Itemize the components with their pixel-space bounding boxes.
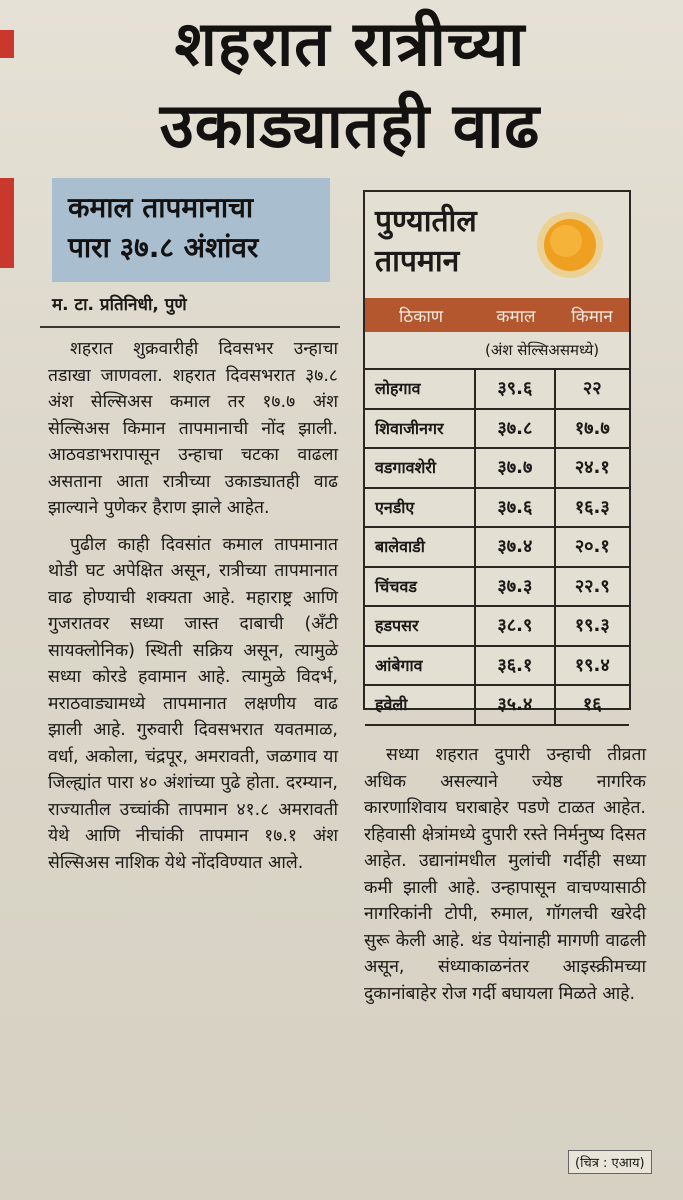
table-row: शिवाजीनगर ३७.८ १७.७ — [365, 407, 629, 447]
table-row: आंबेगाव ३६.१ १९.४ — [365, 644, 629, 684]
cell-place: चिंचवड — [365, 567, 477, 605]
article-right-column: सध्या शहरात दुपारी उन्हाची तीव्रता अधिक … — [364, 742, 646, 1007]
cell-min: १९.४ — [574, 654, 610, 676]
cell-max: ३९.६ — [476, 370, 556, 408]
temperature-table-box: पुण्यातील तापमान ठिकाण कमाल किमान (अंश स… — [363, 190, 631, 726]
adjacent-red-mark — [0, 178, 14, 268]
table-title: पुण्यातील तापमान — [375, 202, 477, 282]
article-paragraph: सध्या शहरात दुपारी उन्हाची तीव्रता अधिक … — [364, 745, 646, 1004]
headline-line-1: शहरात रात्रीच्या — [174, 7, 526, 80]
image-credit: (चित्र : एआय) — [568, 1150, 652, 1174]
cell-min: १६.३ — [574, 496, 610, 518]
byline: म. टा. प्रतिनिधी, पुणे — [52, 295, 187, 315]
cell-place: हडपसर — [365, 607, 477, 645]
header-max: कमाल — [496, 306, 536, 327]
article-left-column: शहरात शुक्रवारीही दिवसभर उन्हाचा तडाखा ज… — [48, 336, 338, 886]
subheadline-line-2: पारा ३७.८ अंशांवर — [68, 231, 259, 264]
table-row: हवेली ३५.४ १६ — [365, 684, 629, 726]
cell-place: बालेवाडी — [365, 528, 477, 566]
cell-max: ३७.८ — [476, 409, 556, 447]
cell-place: एनडीए — [365, 488, 477, 526]
cell-min: २४.१ — [574, 457, 610, 478]
subheadline-box: कमाल तापमानाचा पारा ३७.८ अंशांवर — [52, 178, 330, 282]
header-place: ठिकाण — [398, 306, 444, 327]
sun-icon — [537, 212, 603, 278]
table-row: लोहगाव ३९.६ २२ — [365, 368, 629, 408]
cell-min: १७.७ — [574, 417, 610, 439]
cell-max: ३५.४ — [476, 686, 556, 724]
table-title-line-2: तापमान — [375, 244, 460, 279]
article-paragraph: पुढील काही दिवसांत कमाल तापमानात थोडी घट… — [48, 534, 338, 873]
cell-place: शिवाजीनगर — [365, 409, 477, 447]
cell-max: ३७.३ — [476, 567, 556, 605]
cell-place: लोहगाव — [365, 370, 477, 408]
subheadline-line-1: कमाल तापमानाचा — [68, 191, 254, 224]
cell-place: आंबेगाव — [365, 646, 477, 684]
table-row: एनडीए ३७.६ १६.३ — [365, 486, 629, 526]
cell-max: ३७.७ — [476, 449, 556, 487]
table-row: वडगावशेरी ३७.७ २४.१ — [365, 447, 629, 487]
cell-place: हवेली — [365, 686, 477, 724]
divider — [40, 326, 340, 328]
cell-max: ३६.१ — [476, 646, 556, 684]
cell-min: १९.३ — [574, 615, 610, 636]
cell-max: ३७.६ — [476, 488, 556, 526]
cell-min: २०.१ — [574, 536, 610, 557]
table-unit-note: (अंश सेल्सिअसमध्ये) — [485, 341, 600, 359]
cell-max: ३७.४ — [476, 528, 556, 566]
article-paragraph: शहरात शुक्रवारीही दिवसभर उन्हाचा तडाखा ज… — [48, 339, 338, 518]
cell-max: ३८.९ — [476, 607, 556, 645]
table-row: हडपसर ३८.९ १९.३ — [365, 605, 629, 645]
table-body: लोहगाव ३९.६ २२ शिवाजीनगर ३७.८ १७.७ वडगावशेरी ३७… — [365, 368, 629, 726]
table-title-line-1: पुण्यातील — [375, 204, 477, 239]
table-row: बालेवाडी ३७.४ २०.१ — [365, 526, 629, 566]
header-min: किमान — [571, 306, 613, 327]
table-row: चिंचवड ३७.३ २२.९ — [365, 565, 629, 605]
cell-min: २२.९ — [574, 575, 610, 597]
headline-line-2: उकाड्यातही वाढ — [159, 89, 541, 162]
cell-min: १६ — [582, 694, 602, 715]
adjacent-red-mark — [0, 30, 14, 58]
cell-min: २२ — [582, 378, 602, 399]
table-header-row: ठिकाण कमाल किमान — [365, 298, 629, 332]
cell-place: वडगावशेरी — [365, 449, 477, 487]
